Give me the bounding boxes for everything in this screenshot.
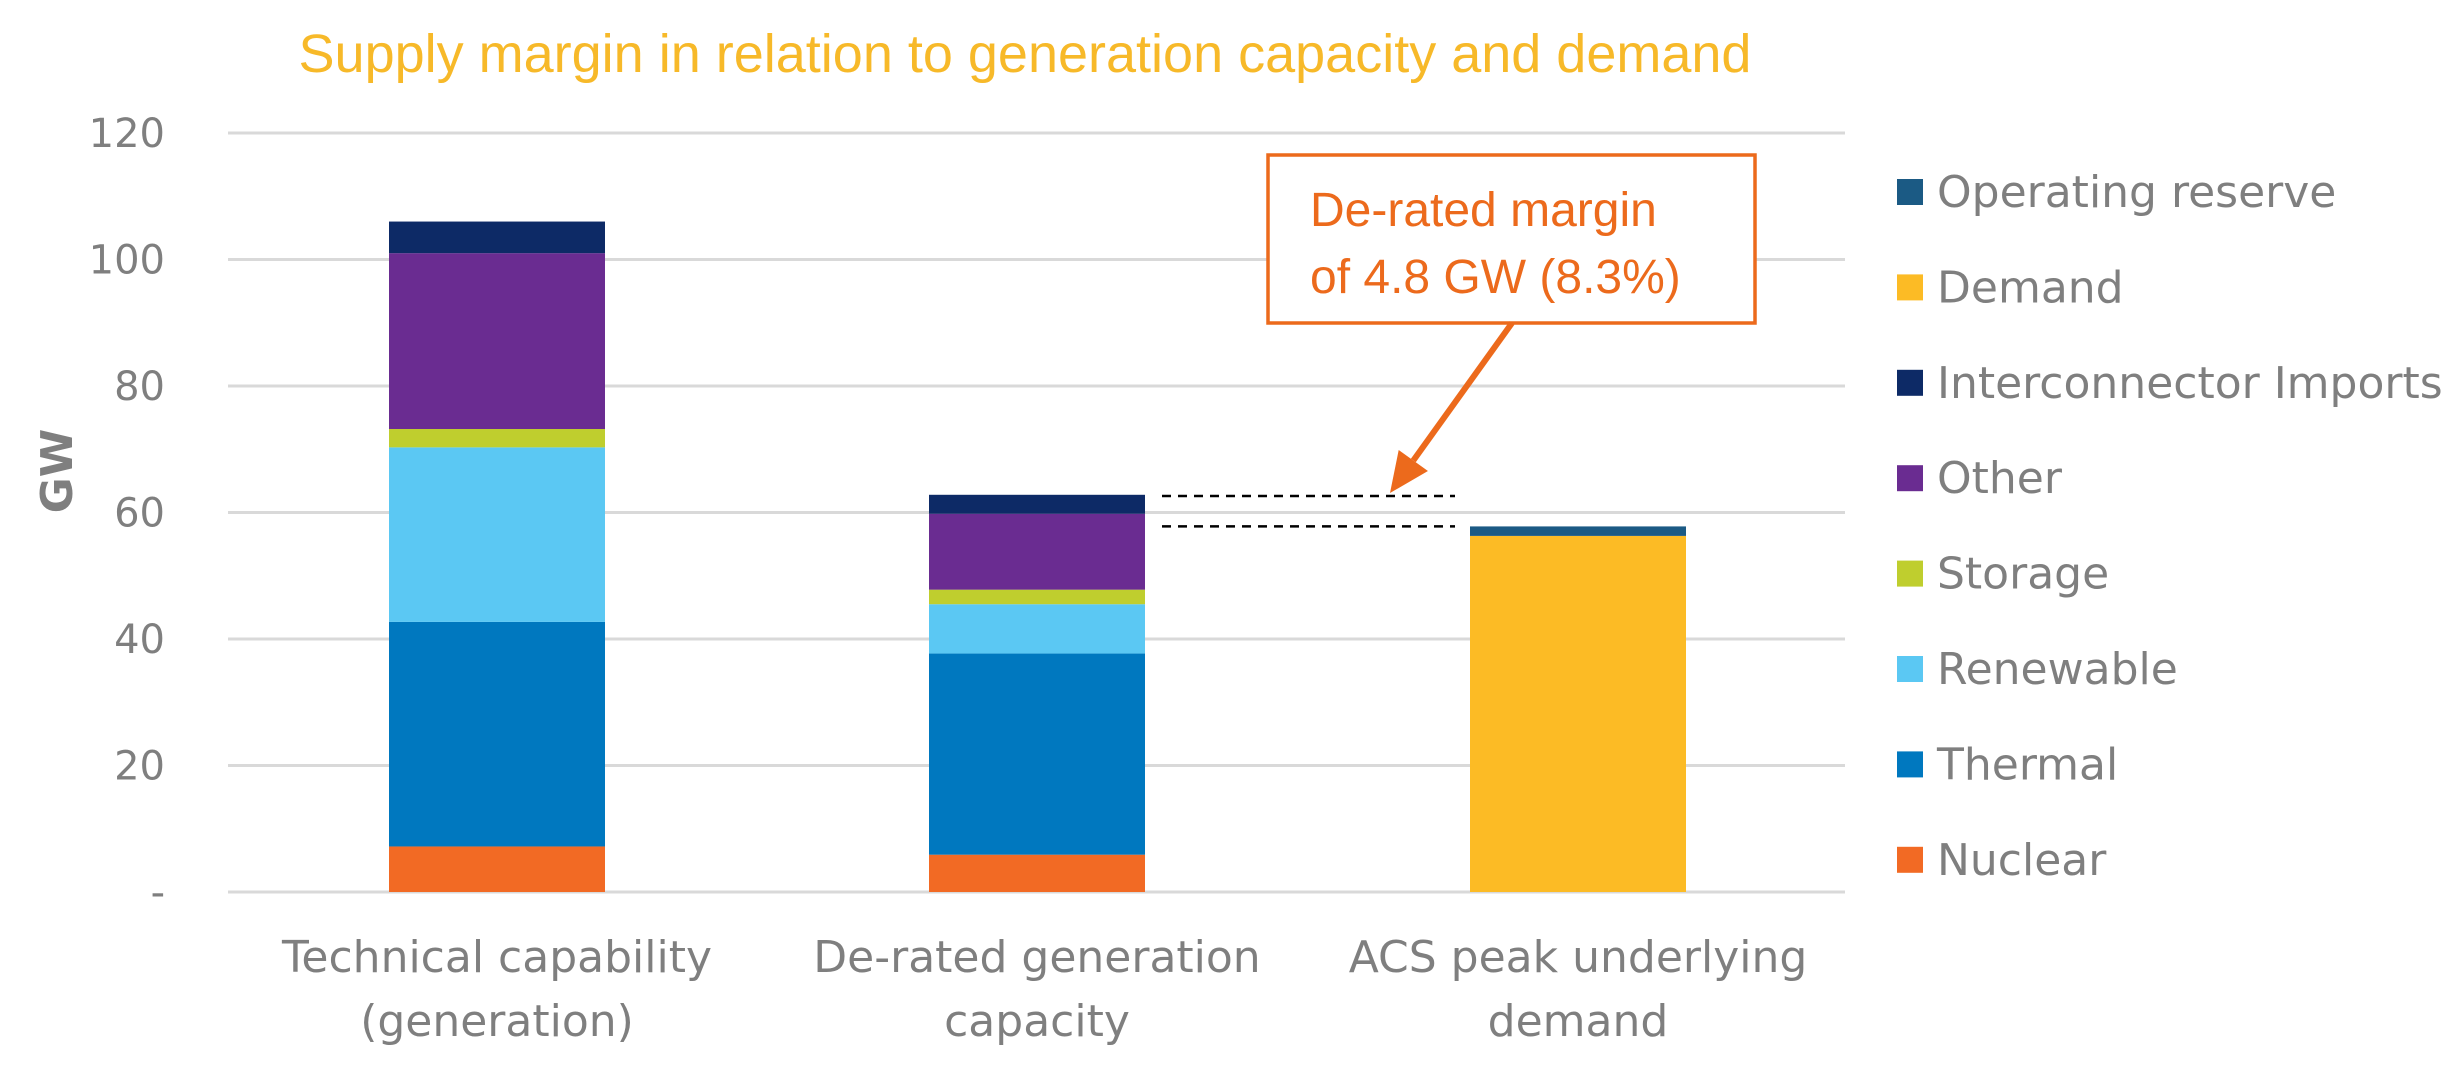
bar-segment [929,653,1145,855]
annotation-box [1266,153,1757,325]
legend-swatch [1897,751,1923,778]
margin-annotation: De-rated margin of 4.8 GW (8.3%) [1162,153,1757,528]
legend-swatch [1897,656,1923,682]
stacked-bars [389,221,1686,892]
bar-segment [389,253,605,430]
x-category-label: (generation) [360,996,634,1047]
legend-label: Other [1937,453,2063,504]
annotation-text: of 4.8 GW (8.3%) [1310,251,1681,304]
legend-label: Demand [1937,262,2124,313]
bar-segment [1470,526,1686,536]
y-tick-label: 60 [114,491,165,537]
y-axis-label: GW [32,429,83,514]
bar-segment [929,854,1145,892]
y-tick-label: 100 [89,238,165,284]
legend-swatch [1897,369,1923,396]
bar-segment [929,494,1145,514]
legend-swatch [1897,846,1923,873]
legend-label: Operating reserve [1937,167,2336,218]
bar-segment [389,221,605,254]
bar-segment [1470,535,1686,892]
annotation-text: De-rated margin [1310,184,1657,237]
y-axis-tick-labels: - 20 40 60 80 100 120 [89,111,165,916]
legend-label: Thermal [1936,739,2118,790]
legend-swatch [1897,560,1923,587]
legend-label: Interconnector Imports [1937,358,2443,409]
chart-title: Supply margin in relation to generation … [299,24,1752,84]
y-tick-label: 120 [89,111,165,157]
x-category-label: capacity [944,996,1130,1047]
x-category-label: Technical capability [281,932,712,983]
bar-segment [389,429,605,448]
legend-label: Nuclear [1937,835,2107,886]
x-category-label: ACS peak underlying [1349,932,1808,983]
legend-label: Renewable [1937,644,2178,695]
x-axis-category-labels: Technical capability (generation) De-rated… [281,932,1807,1047]
legend: Operating reserve Demand Interconnector Im… [1897,167,2443,886]
bar-segment [389,447,605,622]
bar-segment [929,513,1145,590]
y-tick-label: - [151,870,165,916]
legend-label: Storage [1937,549,2109,600]
legend-swatch [1897,465,1923,492]
bar-segment [929,604,1145,654]
y-tick-label: 20 [114,744,165,790]
legend-swatch [1897,179,1923,205]
bar-segment [389,621,605,847]
legend-swatch [1897,274,1923,301]
x-category-label: demand [1488,996,1669,1047]
annotation-arrow-shaft [1410,321,1515,463]
x-category-label: De-rated generation [813,932,1260,983]
bar-segment [929,589,1145,605]
y-tick-label: 40 [114,617,165,663]
annotation-arrow-head [1390,450,1428,493]
y-tick-label: 80 [114,364,165,410]
bar-segment [389,846,605,892]
